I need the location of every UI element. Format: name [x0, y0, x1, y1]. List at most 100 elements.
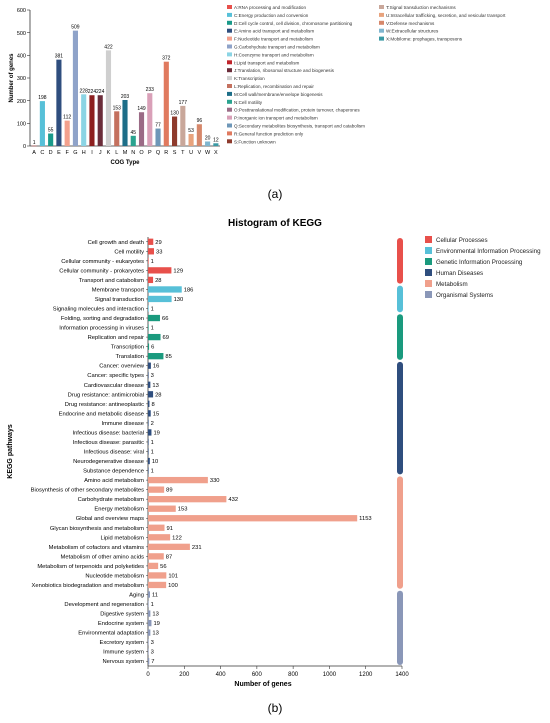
kegg-value-label: 432: [228, 497, 238, 503]
cog-legend-swatch: [227, 131, 232, 136]
kegg-bar: [148, 486, 165, 493]
cog-legend-label: Q:Secondary metabolites biosynthesis, tr…: [234, 124, 365, 129]
cog-y-tick-label: 100: [17, 122, 26, 128]
kegg-category-label: Infectious disease: viral: [84, 450, 144, 456]
kegg-value-label: 1: [151, 307, 154, 313]
kegg-bar: [148, 591, 150, 598]
kegg-bar: [148, 505, 176, 512]
kegg-value-label: 28: [155, 392, 161, 398]
cog-legend-swatch: [227, 107, 232, 112]
cog-legend-label: J:Translation, ribosomal structure and b…: [234, 68, 335, 73]
cog-bar-P: [147, 93, 153, 146]
kegg-category-label: Endocrine and metabolic disease: [59, 411, 144, 417]
cog-legend-swatch: [379, 28, 384, 33]
panel-label-b: (b): [268, 701, 283, 715]
cog-legend-label: F:Nucleotide transport and metabolism: [234, 37, 313, 42]
kegg-bar: [148, 381, 151, 388]
kegg-legend-swatch: [425, 258, 432, 265]
kegg-category-label: Excretory system: [100, 640, 145, 646]
cog-x-tick-label-M: M: [123, 150, 128, 156]
kegg-value-label: 1: [151, 326, 154, 332]
kegg-x-axis-label: Number of genes: [234, 681, 291, 688]
kegg-value-label: 130: [174, 297, 184, 303]
kegg-category-label: Cancer: overview: [99, 364, 145, 370]
kegg-value-label: 1: [151, 440, 154, 446]
kegg-bar: [148, 467, 149, 474]
kegg-category-label: Metabolism of cofactors and vitamins: [49, 545, 144, 551]
cog-bar-D: [48, 133, 54, 146]
kegg-legend-label: Cellular Processes: [436, 237, 488, 244]
cog-value-label-P: 233: [146, 87, 155, 93]
kegg-bar: [148, 305, 149, 312]
kegg-bar: [148, 353, 164, 360]
kegg-category-label: Cell motility: [114, 249, 144, 255]
kegg-value-label: 29: [155, 240, 161, 246]
cog-x-tick-label-W: W: [205, 150, 211, 156]
cog-legend-swatch: [379, 12, 384, 17]
cog-bar-S: [172, 116, 178, 146]
cog-value-label-S: 130: [170, 111, 179, 117]
kegg-value-label: 3: [151, 640, 154, 646]
cog-value-label-A: 1: [33, 140, 36, 146]
kegg-value-label: 28: [155, 278, 161, 284]
cog-x-tick-label-V: V: [198, 150, 202, 156]
kegg-bar: [148, 372, 149, 379]
cog-legend-label: E:Amino acid transport and metabolism: [234, 29, 314, 34]
kegg-bar: [148, 619, 152, 627]
cog-y-tick-label: 600: [17, 8, 26, 14]
kegg-value-label: 122: [172, 535, 182, 541]
kegg-value-label: 13: [152, 631, 158, 637]
cog-bar-F: [64, 120, 70, 146]
cog-legend-label: H:Coenzyme transport and metabolism: [234, 52, 314, 57]
cog-bar-W: [205, 141, 211, 146]
kegg-bar: [148, 600, 149, 608]
kegg-legend-swatch: [425, 247, 432, 254]
cog-bar-M: [122, 99, 128, 146]
kegg-bar: [148, 343, 150, 350]
kegg-bar: [148, 553, 164, 560]
kegg-category-label: Drug resistance: antimicrobial: [68, 392, 144, 398]
kegg-category-label: Transcription: [111, 345, 144, 351]
kegg-category-label: Cellular community - eukaryotes: [61, 259, 144, 265]
kegg-group-band: [397, 238, 403, 284]
kegg-legend-swatch: [425, 280, 432, 287]
cog-x-tick-label-O: O: [139, 150, 144, 156]
kegg-x-tick-label: 1000: [323, 672, 337, 678]
cog-value-label-G: 509: [71, 25, 80, 31]
cog-bar-L: [114, 111, 120, 146]
cog-value-label-E: 381: [55, 54, 64, 60]
kegg-category-label: Transport and catabolism: [79, 278, 144, 284]
cog-legend-label: C:Energy production and conversion: [234, 13, 309, 18]
kegg-value-label: 10: [152, 459, 158, 465]
kegg-value-label: 1153: [359, 516, 371, 522]
cog-x-tick-label-C: C: [40, 150, 44, 156]
panel-label-a: (a): [268, 187, 283, 201]
cog-x-tick-label-D: D: [49, 150, 53, 156]
cog-y-tick-label: 200: [17, 99, 26, 105]
cog-bar-U: [188, 133, 194, 146]
kegg-category-label: Translation: [116, 354, 144, 360]
cog-value-label-X: 12: [213, 137, 219, 143]
cog-bar-C: [39, 101, 45, 146]
kegg-legend-swatch: [425, 269, 432, 276]
kegg-bar: [148, 448, 149, 455]
kegg-legend-swatch: [425, 236, 432, 243]
cog-bar-E: [56, 59, 62, 146]
cog-legend-swatch: [227, 115, 232, 120]
cog-legend-swatch: [227, 99, 232, 104]
kegg-group-band: [397, 314, 403, 360]
kegg-bar: [148, 419, 149, 427]
kegg-x-tick-label: 400: [216, 672, 227, 678]
kegg-value-label: 13: [152, 383, 158, 389]
kegg-value-label: 129: [173, 268, 183, 274]
kegg-category-label: Nucleotide metabolism: [85, 573, 144, 579]
cog-value-label-W: 20: [205, 135, 211, 141]
kegg-value-label: 13: [152, 612, 158, 618]
cog-legend-swatch: [227, 20, 232, 25]
kegg-value-label: 15: [153, 411, 159, 417]
cog-x-tick-label-A: A: [32, 150, 36, 156]
cog-bar-Q: [155, 128, 161, 146]
cog-x-tick-label-H: H: [82, 150, 86, 156]
kegg-category-label: Immune disease: [101, 421, 144, 427]
